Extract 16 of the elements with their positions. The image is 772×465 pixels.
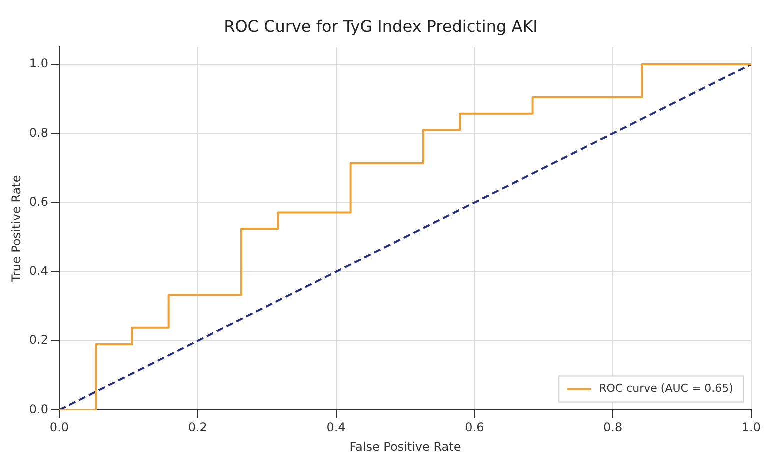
y-tick-label: 0.2 bbox=[29, 333, 48, 348]
legend-label: ROC curve (AUC = 0.65) bbox=[599, 382, 734, 396]
x-axis-title: False Positive Rate bbox=[350, 440, 462, 454]
y-tick-label: 0.6 bbox=[29, 194, 48, 209]
y-tick-label: 0.0 bbox=[29, 402, 48, 416]
y-tick-label: 0.8 bbox=[29, 126, 48, 140]
x-tick-label: 1.0 bbox=[742, 420, 762, 435]
x-tick-label: 0.8 bbox=[604, 420, 623, 435]
x-tick-label: 0.6 bbox=[465, 420, 484, 435]
x-tick-label: 0.2 bbox=[188, 420, 208, 435]
y-tick-label: 1.0 bbox=[29, 56, 48, 71]
x-tick-label: 0.4 bbox=[326, 420, 346, 435]
y-axis-title: True Positive Rate bbox=[9, 175, 24, 284]
x-tick-label: 0.0 bbox=[50, 420, 70, 435]
y-tick-label: 0.4 bbox=[29, 264, 48, 278]
chart-title: ROC Curve for TyG Index Predicting AKI bbox=[224, 16, 538, 36]
